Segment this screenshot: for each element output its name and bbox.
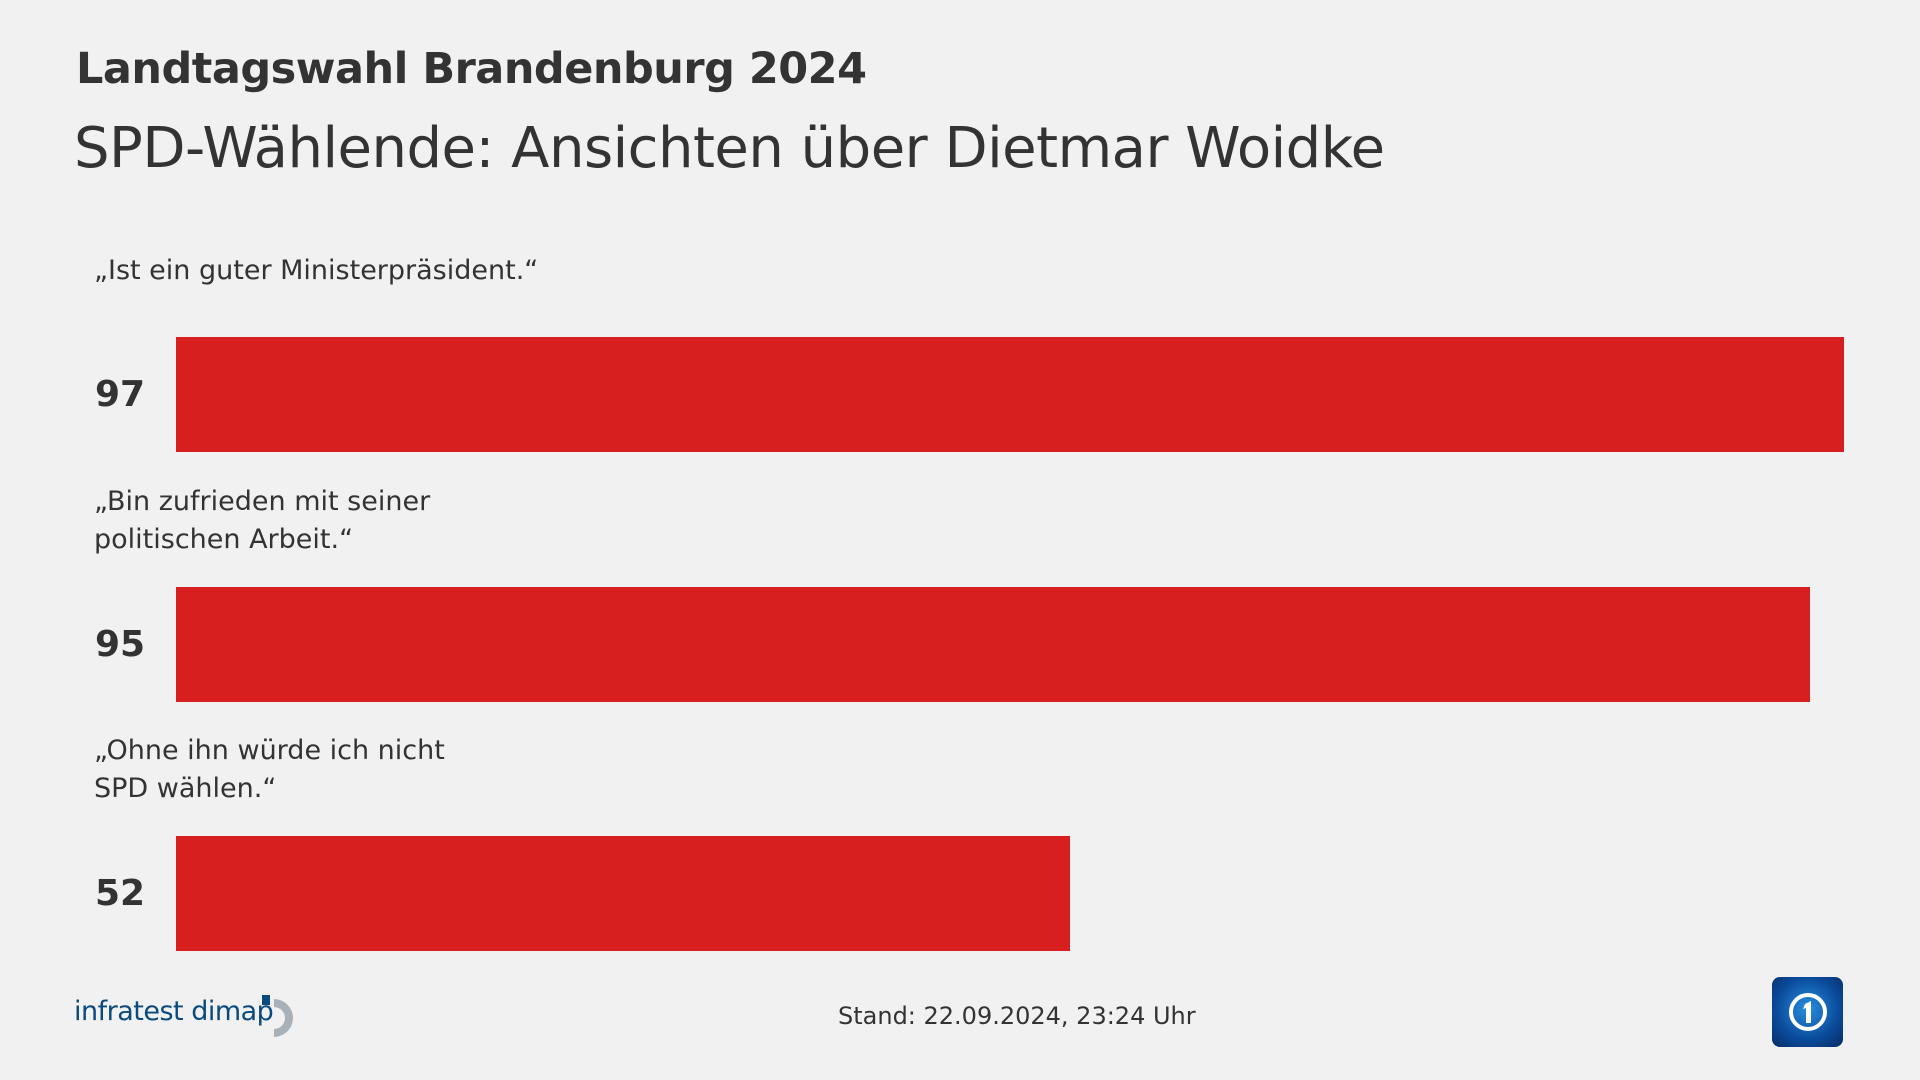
category-label: „Ist ein guter Ministerpräsident.“ [94, 255, 539, 286]
value-label: 52 [95, 873, 146, 914]
bar [176, 337, 1845, 452]
value-label: 95 [95, 624, 146, 665]
category-label: „Bin zufrieden mit seiner politischen Ar… [94, 486, 431, 555]
chart-supertitle: Landtagswahl Brandenburg 2024 [76, 44, 867, 94]
value-label: 97 [95, 374, 146, 415]
timestamp: Stand: 22.09.2024, 23:24 Uhr [838, 1002, 1196, 1030]
infratest-dimap-icon [262, 995, 293, 1037]
category-label: „Ohne ihn würde ich nicht SPD wählen.“ [94, 735, 445, 804]
bar [176, 836, 1071, 951]
infratest-dimap-logo: infratest dimap [74, 996, 274, 1027]
ard-logo-icon [1772, 977, 1843, 1047]
chart-title: SPD-Wählende: Ansichten über Dietmar Woi… [74, 116, 1385, 181]
bar [176, 587, 1810, 702]
